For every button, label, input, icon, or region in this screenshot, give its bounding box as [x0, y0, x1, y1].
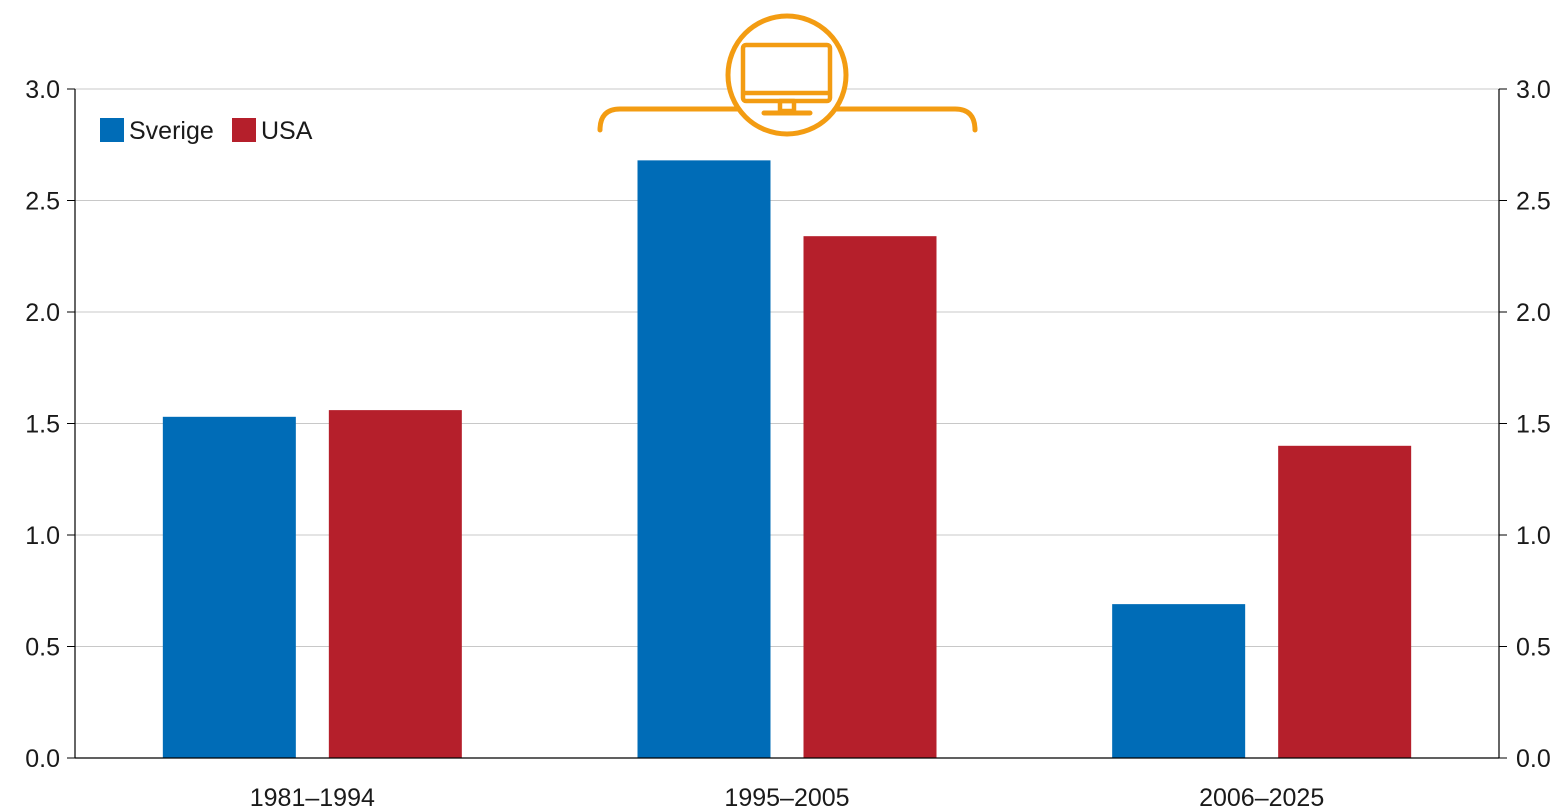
- bar-sverige-0: [162, 416, 296, 758]
- y-tick-label-right: 1.5: [1516, 411, 1551, 439]
- category-labels: 1981–1994 1995–2005 2006–2025: [250, 784, 1324, 808]
- y-tick-label-left: 0.5: [25, 634, 60, 662]
- computer-monitor-icon: [740, 42, 833, 116]
- legend-label-sverige: Sverige: [129, 117, 214, 145]
- x-category-label: 2006–2025: [1199, 784, 1324, 808]
- y-tick-label-left: 3.0: [25, 76, 60, 104]
- bars: [162, 160, 1412, 759]
- bar-sverige-1: [637, 160, 771, 759]
- period-bracket-annotation: [597, 13, 978, 137]
- y-tick-label-left: 0.0: [25, 745, 60, 773]
- y-tick-label-right: 0.5: [1516, 634, 1551, 662]
- y-tick-label-left: 2.0: [25, 299, 60, 327]
- bar-usa-2: [1278, 445, 1412, 758]
- legend-swatch-usa: [232, 118, 256, 142]
- legend-swatch-sverige: [100, 118, 124, 142]
- y-tick-label-right: 1.0: [1516, 522, 1551, 550]
- y-tick-label-right: 0.0: [1516, 745, 1551, 773]
- legend-label-usa: USA: [261, 117, 313, 145]
- y-tick-label-right: 2.5: [1516, 188, 1551, 216]
- x-category-label: 1995–2005: [724, 784, 849, 808]
- legend: Sverige USA: [100, 117, 313, 145]
- bar-usa-0: [328, 410, 462, 758]
- y-tick-label-right: 3.0: [1516, 76, 1551, 104]
- tick-labels: 0.0 0.0 0.5 0.5 1.0 1.0 1.5 1.5 2.0 2.0 2.5 2.5 3.0 3…: [25, 76, 1551, 773]
- y-tick-label-left: 1.5: [25, 411, 60, 439]
- y-tick-label-left: 1.0: [25, 522, 60, 550]
- bar-sverige-2: [1112, 604, 1246, 758]
- bar-usa-1: [803, 236, 937, 758]
- x-category-label: 1981–1994: [250, 784, 375, 808]
- y-tick-label-left: 2.5: [25, 188, 60, 216]
- y-tick-label-right: 2.0: [1516, 299, 1551, 327]
